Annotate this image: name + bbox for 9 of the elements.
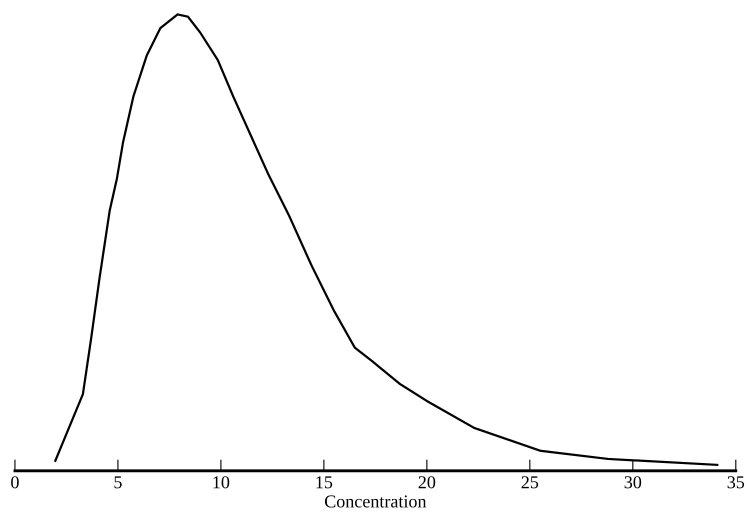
- x-tick-label: 0: [11, 476, 19, 488]
- x-tick-label: 25: [522, 476, 538, 488]
- x-tick-label: 30: [624, 476, 642, 488]
- x-tick-label: 20: [418, 476, 436, 488]
- x-axis-title: Concentration: [324, 495, 426, 508]
- x-tick-label: 10: [213, 476, 230, 488]
- x-tick-label: 15: [316, 476, 332, 488]
- x-tick-label: 5: [114, 476, 122, 488]
- x-tick-label: 35: [728, 476, 744, 488]
